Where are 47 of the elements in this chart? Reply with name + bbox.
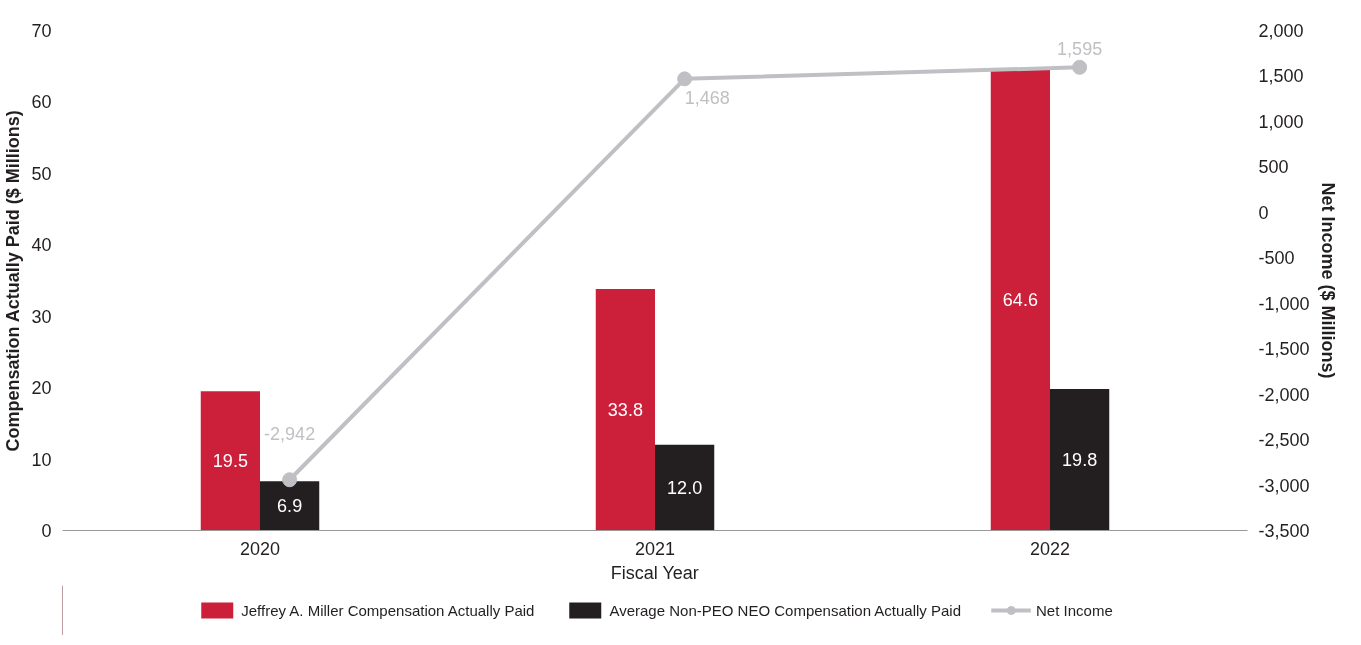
y-tick-label: 60 — [31, 92, 52, 113]
y2-tick-label: -1,500 — [1258, 339, 1310, 360]
y2-tick-label: -1,000 — [1258, 293, 1310, 314]
y-tick-label: 0 — [41, 521, 52, 541]
y-tick-label: 30 — [31, 306, 52, 327]
bar — [260, 481, 320, 531]
y2-tick-label: 500 — [1258, 157, 1289, 178]
data-label: 64.6 — [1002, 290, 1038, 311]
y-tick-label: 70 — [31, 21, 52, 41]
data-label: 1,468 — [684, 87, 730, 108]
y2-tick-label: -500 — [1258, 248, 1295, 269]
y2-tick-label: 1,000 — [1258, 111, 1304, 132]
bar — [655, 444, 715, 531]
x-tick-label: 2020 — [239, 538, 281, 559]
legend-label: Average Non-PEO NEO Compensation Actually Paid — [609, 601, 962, 619]
point — [1072, 59, 1088, 75]
y2-tick-label: -2,000 — [1258, 384, 1310, 405]
bar — [990, 69, 1050, 531]
y2-tick-label: -3,500 — [1258, 521, 1310, 541]
data-label: 19.5 — [212, 451, 248, 472]
x-tick-label: 2021 — [634, 538, 676, 559]
y2-axis-title: Net Income ($ Millions) — [1317, 182, 1338, 379]
y-tick-label: 20 — [31, 378, 52, 399]
legend-label: Jeffrey A. Miller Compensation Actually Paid — [241, 601, 535, 619]
data-label: 12.0 — [667, 478, 703, 499]
bar — [1050, 389, 1110, 531]
y-tick-label: 10 — [31, 449, 52, 470]
y2-tick-label: 0 — [1258, 202, 1269, 223]
y2-tick-label: 2,000 — [1258, 21, 1304, 41]
y-axis-title: Compensation Actually Paid ($ Millions) — [3, 110, 24, 452]
data-label: -2,942 — [264, 423, 316, 444]
y2-tick-label: -3,000 — [1258, 475, 1310, 496]
legend-label: Net Income — [1036, 601, 1113, 619]
y2-tick-label: 1,500 — [1258, 66, 1304, 87]
y-tick-label: 40 — [31, 235, 52, 256]
x-axis-title: Fiscal Year — [610, 562, 699, 583]
point — [282, 472, 298, 488]
data-label: 33.8 — [607, 400, 643, 421]
data-label: 6.9 — [277, 496, 303, 517]
point — [677, 71, 693, 87]
bar — [595, 289, 655, 531]
y-tick-label: 50 — [31, 163, 52, 184]
x-tick-label: 2022 — [1029, 538, 1071, 559]
y2-tick-label: -2,500 — [1258, 430, 1310, 451]
data-label: 19.8 — [1062, 450, 1098, 471]
data-label: 1,595 — [1057, 39, 1103, 60]
bar — [200, 391, 260, 531]
